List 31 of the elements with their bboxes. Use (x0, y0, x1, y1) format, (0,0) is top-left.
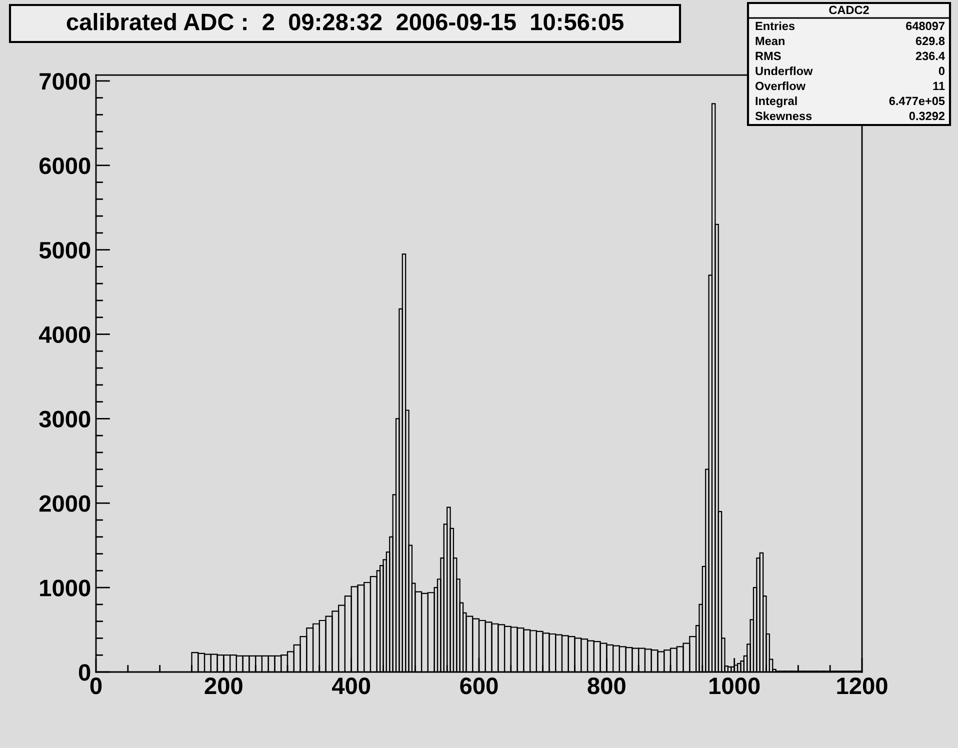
annotation: Underflow (756, 66, 813, 76)
y-tick-label: 5000 (39, 242, 90, 259)
text: RMS (756, 52, 781, 60)
text: CADC2 (829, 6, 869, 14)
annotation: Skewness (755, 112, 812, 120)
y-tick-label: 3000 (39, 410, 90, 428)
text: 629.8 (916, 36, 945, 46)
chart-title: calibrated ADC : 2 09:28:32 2006-09-15 10:56:05 (66, 12, 624, 30)
x-tick-label: 0 (90, 677, 102, 694)
x-tick-label: 1200 (837, 677, 888, 694)
y-tick-label: 2000 (39, 495, 90, 512)
text: 0 (938, 66, 945, 76)
x-tick-label: 1000 (710, 677, 760, 694)
x-tick-label: 600 (460, 677, 498, 694)
y-tick-label: 6000 (39, 157, 90, 174)
x-tick-label: 400 (332, 677, 370, 694)
x-tick-label: 200 (204, 677, 242, 694)
y-tick-label: 1000 (40, 580, 90, 596)
annotation: Overflow (755, 82, 806, 90)
y-tick-label: 7000 (40, 73, 90, 90)
text: 11 (933, 82, 945, 90)
text: 648097 (906, 22, 944, 30)
text: Entries (756, 22, 795, 30)
text: Mean (756, 36, 784, 46)
x-tick-label: 800 (588, 677, 626, 694)
text: 0.3292 (909, 112, 945, 120)
text: 236.4 (916, 52, 945, 60)
annotation: Integral (756, 96, 797, 108)
y-tick-label: 0 (78, 664, 90, 681)
text: 6.477e+05 (889, 96, 945, 106)
y-tick-label: 4000 (38, 326, 90, 344)
